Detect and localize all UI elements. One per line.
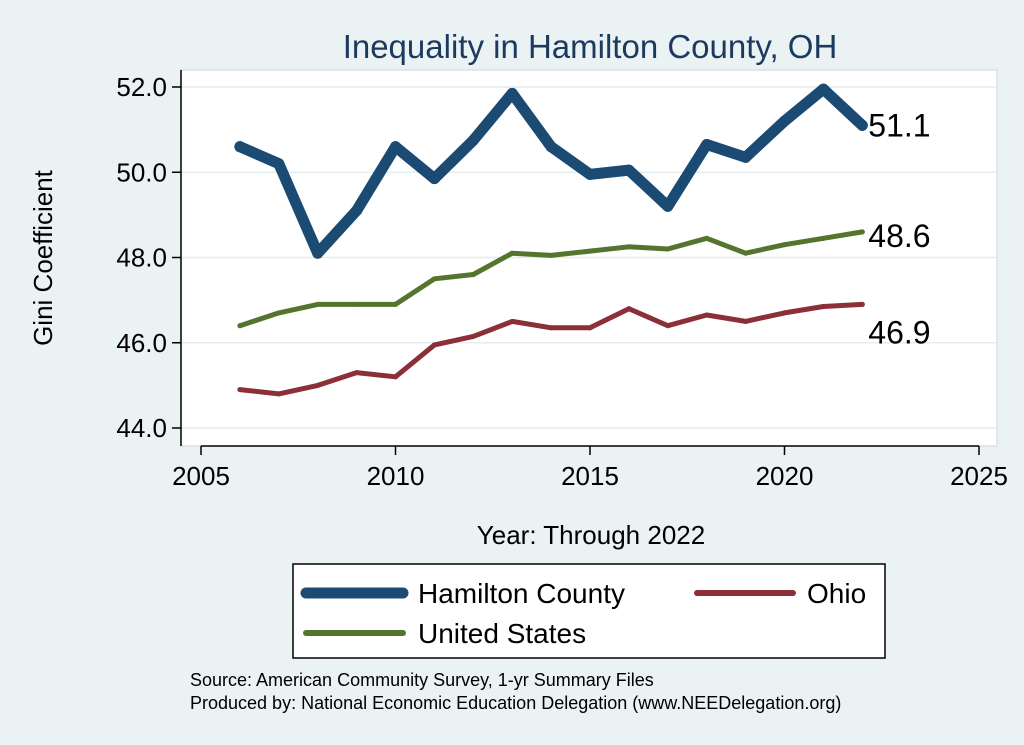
data-point-ohio [587, 325, 593, 331]
data-point-ohio [237, 387, 243, 393]
data-point-hamilton-county [779, 115, 790, 127]
data-point-ohio [665, 323, 671, 329]
end-label-united-states: 48.6 [868, 218, 930, 254]
data-point-ohio [276, 391, 282, 397]
x-tick-label: 2015 [561, 461, 619, 491]
data-point-ohio [820, 304, 826, 310]
legend-label-united-states: United States [418, 618, 586, 649]
data-point-hamilton-county [662, 200, 674, 212]
x-tick-label: 2010 [367, 461, 425, 491]
data-point-ohio [315, 382, 321, 388]
data-point-ohio [704, 312, 710, 318]
data-point-ohio [548, 325, 554, 331]
data-point-hamilton-county [273, 158, 285, 170]
chart-title: Inequality in Hamilton County, OH [343, 28, 838, 65]
data-point-united-states [276, 310, 282, 316]
data-point-ohio [470, 333, 476, 339]
x-axis-label: Year: Through 2022 [477, 520, 705, 550]
legend-label-hamilton-county: Hamilton County [418, 578, 625, 609]
data-point-united-states [393, 301, 398, 307]
data-point-united-states [859, 229, 865, 235]
data-point-hamilton-county [545, 141, 557, 153]
data-point-united-states [509, 250, 515, 256]
data-point-ohio [431, 342, 437, 348]
data-point-united-states [743, 250, 749, 256]
data-point-ohio [743, 318, 749, 324]
data-point-hamilton-county [467, 134, 479, 146]
x-tick-label: 2025 [950, 461, 1008, 491]
data-point-united-states [237, 323, 243, 329]
data-point-ohio [509, 318, 515, 324]
data-point-united-states [431, 276, 437, 282]
axes: 44.0 46.0 48.0 50.0 52.0 2005 2010 2015 2020 2025 [116, 70, 1008, 491]
data-point-united-states [587, 248, 593, 254]
data-point-hamilton-county [506, 87, 518, 99]
data-point-hamilton-county [312, 247, 324, 259]
data-point-united-states [704, 235, 710, 241]
data-point-hamilton-county [701, 139, 713, 151]
source-note: Source: American Community Survey, 1-yr … [190, 670, 654, 690]
data-point-united-states [354, 301, 360, 307]
legend-label-ohio: Ohio [807, 578, 866, 609]
y-tick-label: 48.0 [116, 243, 167, 273]
data-point-hamilton-county [740, 151, 752, 163]
end-label-hamilton-county: 51.1 [868, 107, 930, 143]
data-point-ohio [859, 301, 865, 307]
data-point-united-states [665, 246, 671, 252]
y-tick-label: 44.0 [116, 413, 167, 443]
data-point-united-states [782, 242, 787, 248]
end-label-ohio: 46.9 [868, 314, 930, 350]
data-point-united-states [626, 244, 632, 250]
y-axis-label: Gini Coefficient [28, 169, 58, 346]
data-point-hamilton-county [351, 205, 363, 217]
end-labels: 46.9 48.6 51.1 [868, 107, 930, 350]
data-point-united-states [820, 235, 826, 241]
legend: Hamilton County Ohio United States [292, 563, 886, 659]
data-point-hamilton-county [817, 83, 829, 95]
x-tick-label: 2020 [756, 461, 814, 491]
data-point-hamilton-county [234, 141, 246, 153]
y-tick-label: 50.0 [116, 157, 167, 187]
data-point-united-states [315, 301, 321, 307]
producer-note: Produced by: National Economic Education… [190, 693, 841, 713]
y-tick-label: 52.0 [116, 72, 167, 102]
data-point-ohio [626, 306, 632, 312]
legend-box [292, 563, 886, 659]
data-point-united-states [470, 272, 476, 278]
x-tick-label: 2005 [172, 461, 230, 491]
data-point-ohio [393, 374, 398, 380]
data-point-hamilton-county [428, 173, 440, 185]
data-point-ohio [782, 310, 787, 316]
data-point-united-states [548, 252, 554, 258]
data-point-hamilton-county [623, 164, 635, 176]
data-point-ohio [354, 370, 360, 376]
data-point-hamilton-county [390, 141, 401, 153]
y-tick-label: 46.0 [116, 328, 167, 358]
data-point-hamilton-county [584, 168, 596, 180]
data-point-hamilton-county [856, 119, 868, 131]
series [234, 83, 868, 397]
